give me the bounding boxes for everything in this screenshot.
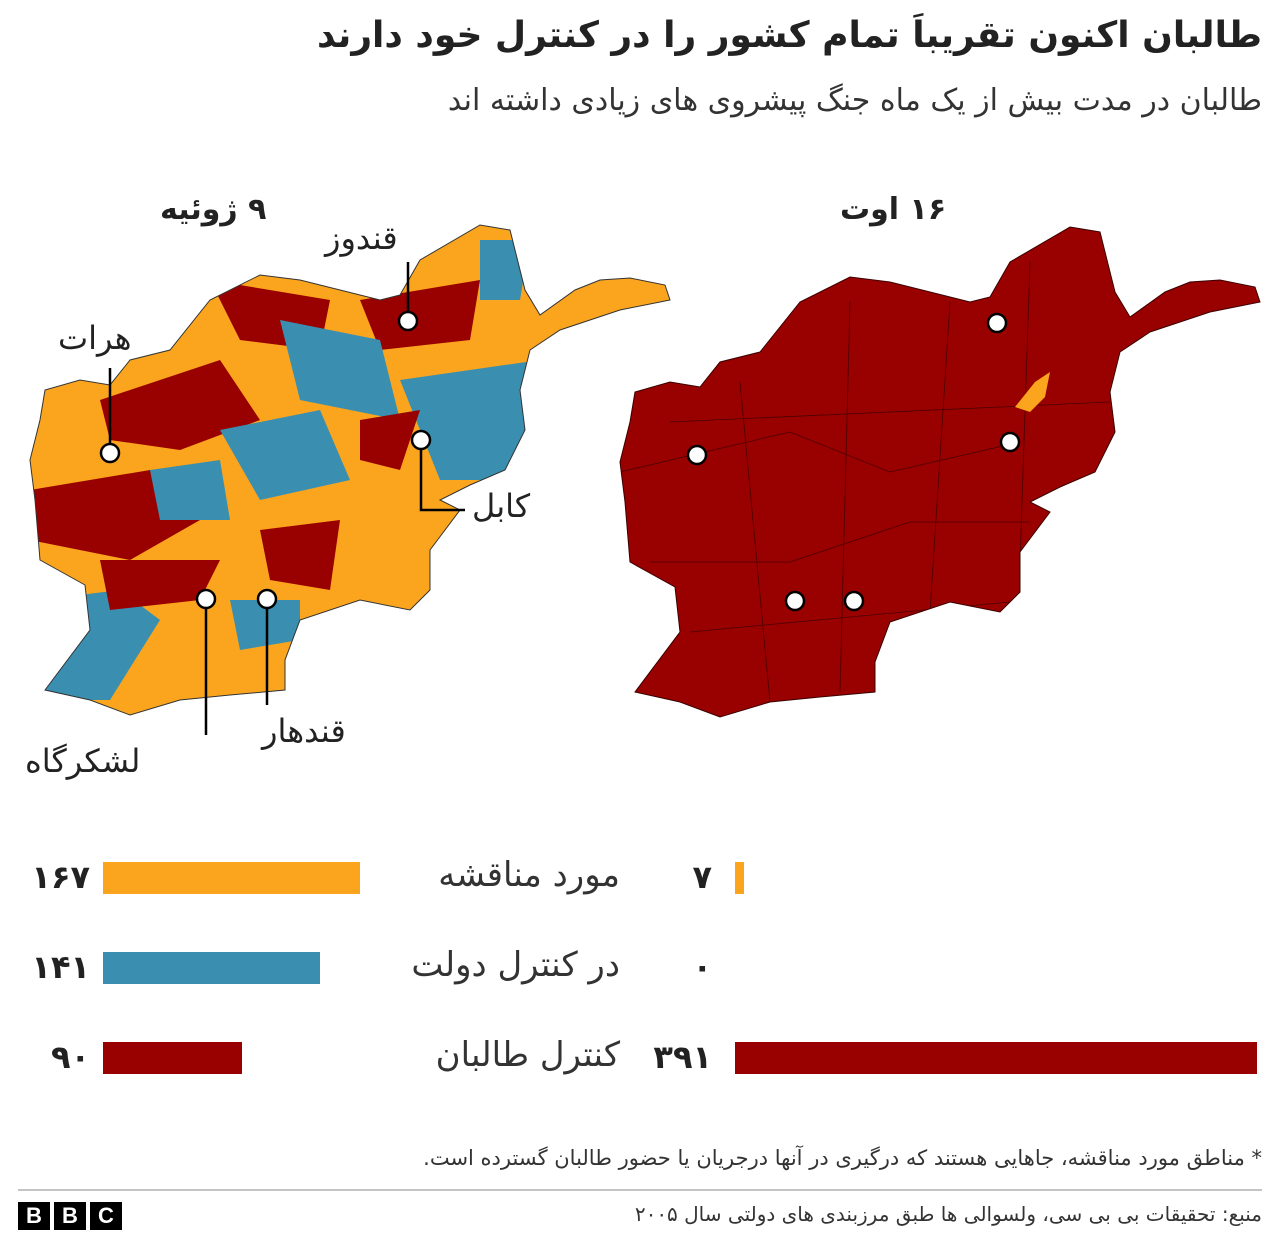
city-dot	[784, 590, 806, 612]
bar	[735, 1042, 1257, 1074]
value-label: ۱۶۷	[31, 858, 90, 896]
logo-letter: B	[18, 1202, 50, 1230]
city-label: لشکرگاه	[25, 742, 141, 780]
city-dot	[99, 442, 121, 464]
map-title: ۹ ژوئیه	[160, 192, 267, 227]
value-label: ۹۰	[50, 1038, 90, 1076]
source: منبع: تحقیقات بی بی سی، ولسوالی ها طبق م…	[634, 1202, 1262, 1226]
logo-letter: C	[90, 1202, 122, 1230]
logo-letter: B	[54, 1202, 86, 1230]
city-label: قندوز	[325, 219, 398, 257]
value-label: ۱۴۱	[31, 948, 90, 986]
city-dot	[410, 429, 432, 451]
city-dot	[986, 312, 1008, 334]
bar	[103, 862, 361, 894]
city-dot	[195, 588, 217, 610]
value-label: ۳۹۱	[653, 1038, 712, 1076]
footnote: * مناطق مورد مناقشه، جاهایی هستند که درگ…	[423, 1146, 1262, 1170]
category-label: کنترل طالبان	[435, 1035, 620, 1075]
logo: B B C	[18, 1202, 122, 1230]
city-dot	[843, 590, 865, 612]
category-label: مورد مناقشه	[438, 855, 620, 895]
city-dot	[397, 310, 419, 332]
subtitle: طالبان در مدت بیش از یک ماه جنگ پیشروی ه…	[447, 83, 1262, 118]
bar	[735, 862, 745, 894]
bar	[103, 952, 321, 984]
city-markers	[99, 262, 1021, 735]
value-label: ۰	[692, 948, 712, 986]
map-title: ۱۶ اوت	[840, 192, 947, 227]
value-label: ۷	[692, 858, 712, 896]
city-dot	[999, 431, 1021, 453]
category-label: در کنترل دولت	[411, 945, 620, 985]
map-july	[29, 224, 671, 716]
city-label: هرات	[58, 319, 132, 357]
map-august	[619, 226, 1261, 718]
city-label: کابل	[472, 487, 531, 525]
city-dot	[686, 444, 708, 466]
leader-line	[419, 440, 465, 512]
city-label: قندهار	[262, 712, 346, 750]
bar	[103, 1042, 242, 1074]
city-dot	[256, 588, 278, 610]
title: طالبان اکنون تقریباَ تمام کشور را در کنت…	[317, 15, 1262, 56]
